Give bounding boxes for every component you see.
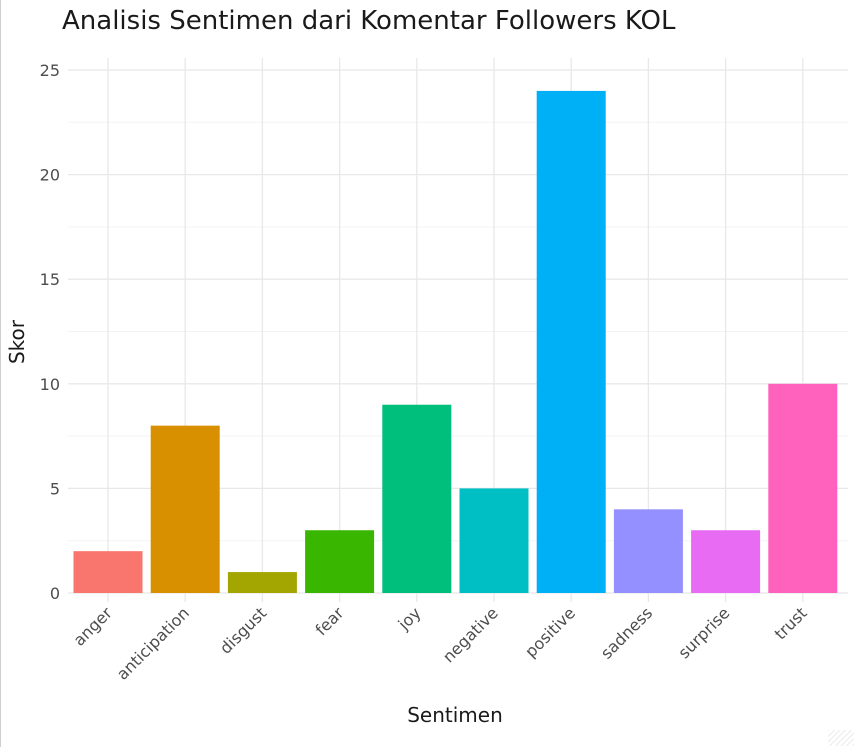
y-tick-label: 0 <box>50 584 60 603</box>
x-tick-label: positive <box>521 603 579 661</box>
x-tick-label: fear <box>311 603 347 639</box>
bar-positive[interactable] <box>536 90 606 594</box>
y-tick-label: 25 <box>40 61 60 80</box>
bar-surprise[interactable] <box>691 530 761 593</box>
bar-sadness[interactable] <box>613 509 683 593</box>
x-tick-label: anticipation <box>113 603 193 683</box>
x-tick-label: sadness <box>597 603 656 662</box>
x-tick-label: joy <box>394 603 425 634</box>
bar-anger[interactable] <box>73 551 143 593</box>
x-tick-label: disgust <box>216 603 270 657</box>
x-tick-label: anger <box>69 603 116 650</box>
bars <box>73 90 838 594</box>
bar-disgust[interactable] <box>227 572 297 593</box>
bar-fear[interactable] <box>305 530 375 593</box>
resize-handle[interactable] <box>828 730 854 746</box>
x-tick-label: trust <box>771 603 811 643</box>
chart-title: Analisis Sentimen dari Komentar Follower… <box>62 6 676 36</box>
bar-negative[interactable] <box>459 488 529 593</box>
bar-joy[interactable] <box>382 404 452 593</box>
x-axis-title: Sentimen <box>407 703 503 727</box>
bar-anticipation[interactable] <box>150 425 220 593</box>
x-tick-label: negative <box>439 603 502 666</box>
y-tick-labels: 0 5 10 15 20 25 <box>40 61 60 603</box>
y-tick-label: 20 <box>40 166 60 185</box>
bar-trust[interactable] <box>768 383 838 593</box>
major-gridlines <box>68 58 848 602</box>
x-tick-label: surprise <box>674 603 733 662</box>
y-axis-title: Skor <box>5 319 29 364</box>
y-tick-label: 15 <box>40 270 60 289</box>
y-tick-label: 5 <box>50 479 60 498</box>
y-tick-label: 10 <box>40 375 60 394</box>
